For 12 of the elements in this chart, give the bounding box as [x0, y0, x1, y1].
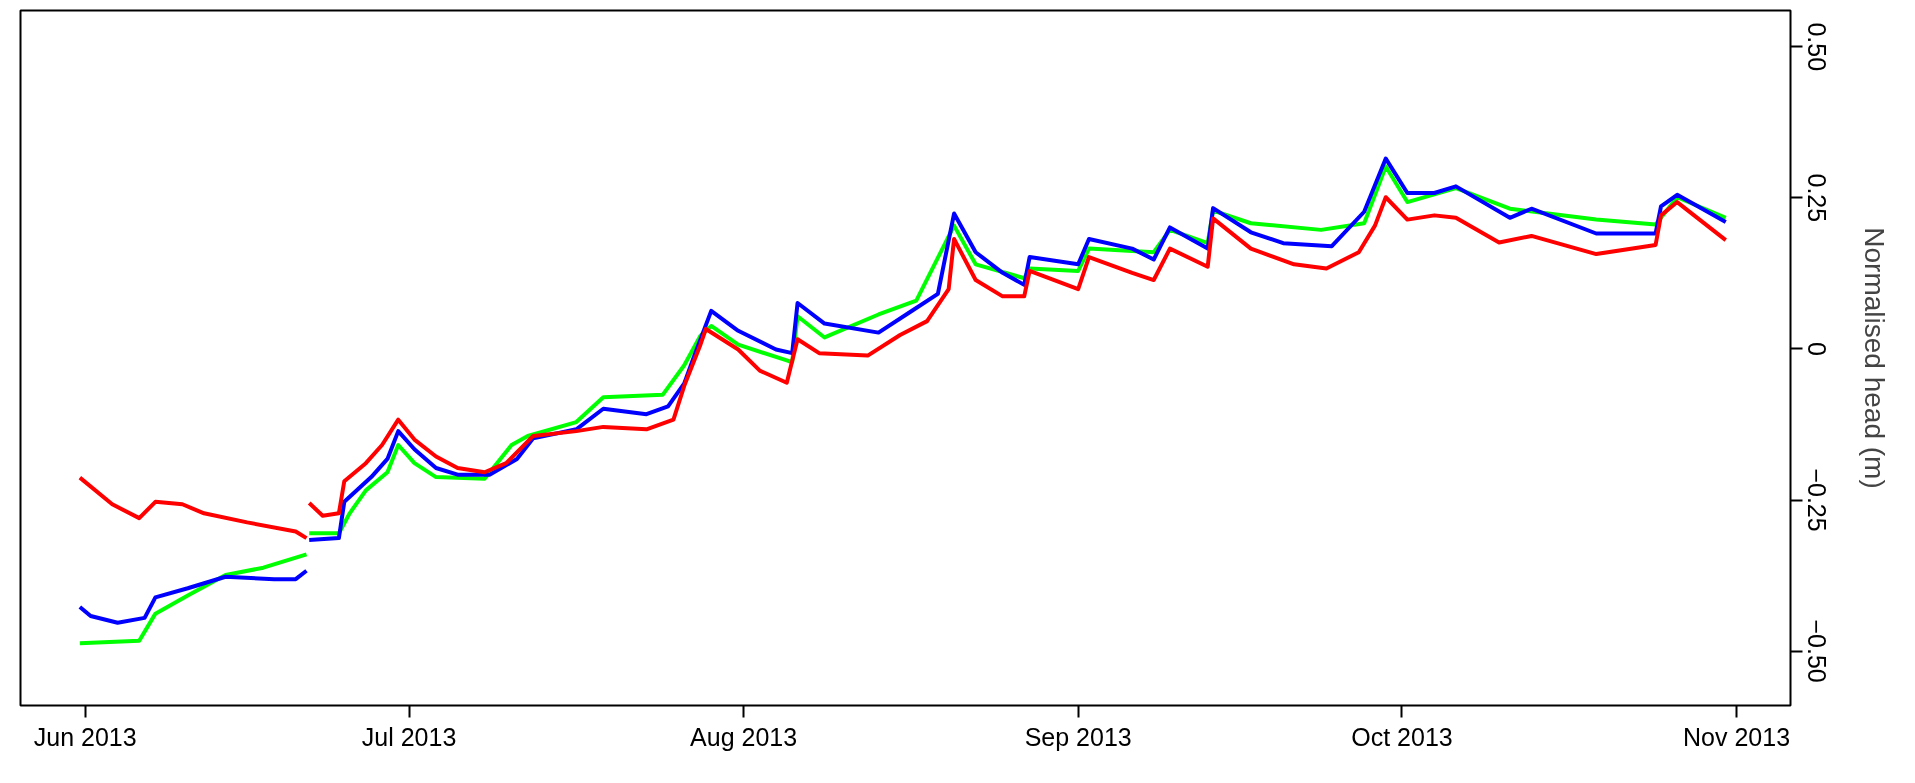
x-tick-label: Nov 2013 — [1683, 722, 1791, 751]
y-tick-label: 0.25 — [1802, 173, 1831, 223]
y-axis-title: Normalised head (m) — [1858, 227, 1890, 489]
x-tick-label: Oct 2013 — [1351, 722, 1453, 751]
y-tick-label: 0 — [1802, 341, 1831, 356]
x-tick-label: Jun 2013 — [33, 722, 137, 751]
y-tick-label: 0.50 — [1802, 22, 1831, 72]
y-tick-label: −0.50 — [1802, 619, 1831, 683]
x-tick-label: Jul 2013 — [361, 722, 457, 751]
x-tick-label: Sep 2013 — [1024, 722, 1132, 751]
x-tick-label: Aug 2013 — [690, 722, 798, 751]
y-tick-label: −0.25 — [1802, 468, 1831, 532]
